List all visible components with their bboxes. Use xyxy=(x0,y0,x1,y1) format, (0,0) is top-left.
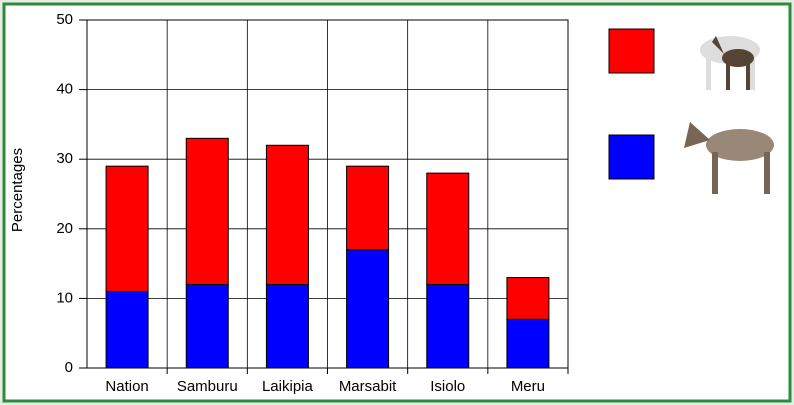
x-tick-label: Nation xyxy=(105,378,148,395)
foal-illustration xyxy=(700,36,760,90)
bar-segment xyxy=(347,250,389,368)
y-tick-label: 30 xyxy=(56,150,73,167)
y-tick-label: 0 xyxy=(65,359,73,376)
y-tick-label: 50 xyxy=(56,11,73,28)
bar-segment xyxy=(427,173,469,284)
legend-swatch xyxy=(609,29,654,73)
y-tick-label: 10 xyxy=(56,289,73,306)
bar-segment xyxy=(186,284,228,368)
x-tick-label: Marsabit xyxy=(339,378,397,395)
x-tick-label: Laikipia xyxy=(262,378,314,395)
y-tick-label: 40 xyxy=(56,81,73,98)
bar-segment xyxy=(186,138,228,284)
bar-segment xyxy=(266,145,308,284)
bar-segment xyxy=(507,278,549,320)
page: Percentages 0 10 20 30 40 50 Nation Samburu Laik… xyxy=(0,0,794,405)
y-tick-label: 20 xyxy=(56,220,73,237)
y-axis-label: Percentages xyxy=(9,148,26,232)
bar-segment xyxy=(106,166,148,291)
bar-segment xyxy=(507,319,549,368)
bar-segment xyxy=(266,284,308,368)
chart: Percentages 0 10 20 30 40 50 Nation Samburu Laik… xyxy=(0,0,794,405)
x-tick-label: Samburu xyxy=(177,378,238,395)
x-tick-label: Isiolo xyxy=(430,378,465,395)
bar-segment xyxy=(347,166,389,250)
bar-segment xyxy=(427,284,469,368)
bar-segment xyxy=(106,291,148,368)
legend-swatch xyxy=(609,135,654,179)
x-tick-label: Meru xyxy=(511,378,545,395)
